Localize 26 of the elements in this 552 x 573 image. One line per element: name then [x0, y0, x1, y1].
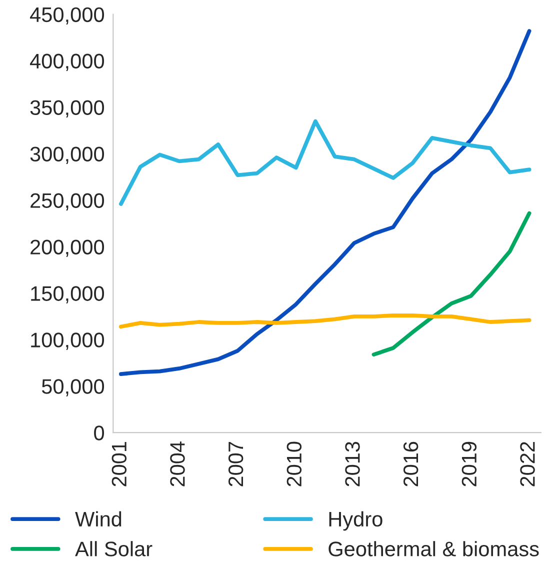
y-tick-label: 0 — [94, 426, 104, 440]
x-tick-label: 2010 — [286, 442, 302, 486]
x-tick-label: 2007 — [228, 442, 244, 486]
line-series — [118, 29, 532, 376]
legend-label: Geothermal & biomass — [328, 541, 539, 556]
y-tick-label: 400,000 — [30, 54, 104, 72]
y-tick-label: 350,000 — [30, 100, 104, 118]
y-tick-label: 300,000 — [30, 146, 104, 164]
line-series — [118, 314, 532, 329]
y-tick-label: 100,000 — [31, 332, 104, 350]
line-series — [118, 119, 532, 206]
y-tick-label: 200,000 — [30, 240, 104, 257]
x-tick-label: 2013 — [345, 442, 360, 486]
legend-label: Wind — [75, 511, 122, 527]
y-tick-label: 450,000 — [30, 7, 104, 25]
line-series — [372, 211, 532, 356]
y-tick-label: 50,000 — [42, 379, 104, 396]
legend-label: Hydro — [329, 511, 382, 531]
y-tick-label: 250,000 — [30, 193, 104, 210]
legend-label: All Solar — [75, 541, 152, 556]
x-tick-label: 2019 — [462, 442, 477, 486]
x-tick-label: 2001 — [112, 442, 127, 486]
x-tick-label: 2004 — [170, 442, 185, 486]
y-tick-label: 150,000 — [31, 286, 104, 304]
x-tick-label: 2022 — [520, 442, 535, 486]
x-tick-label: 2016 — [403, 442, 418, 486]
